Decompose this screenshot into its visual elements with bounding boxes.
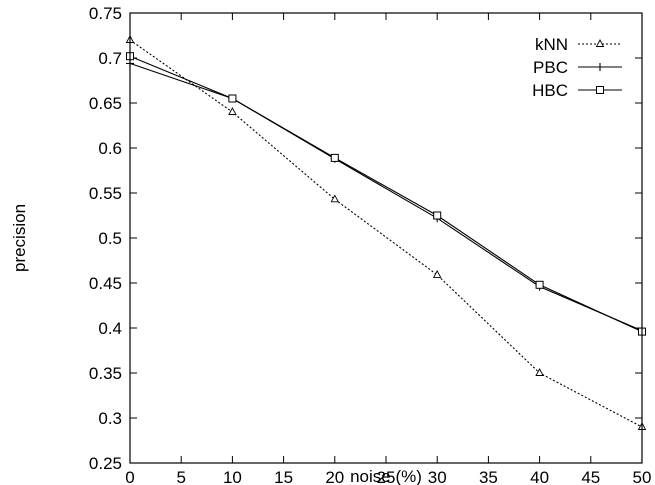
series-pbc: [126, 59, 646, 335]
y-tick-label: 0.6: [98, 139, 122, 158]
series-line-hbc: [129, 55, 643, 333]
y-tick-label: 0.4: [98, 319, 122, 338]
x-tick-label: 10: [223, 468, 242, 485]
data-point-hbc: [330, 153, 339, 162]
x-tick-label: 30: [428, 468, 447, 485]
y-tick-label: 0.55: [89, 184, 122, 203]
x-tick-label: 5: [176, 468, 185, 485]
y-tick-label: 0.35: [89, 364, 122, 383]
data-point-hbc: [433, 211, 442, 220]
data-point-hbc: [228, 94, 237, 103]
y-tick-label: 0.25: [89, 454, 122, 473]
y-tick-label: 0.5: [98, 229, 122, 248]
data-point-knn: [535, 368, 544, 376]
series-line-pbc: [129, 62, 643, 332]
y-tick-label: 0.45: [89, 274, 122, 293]
x-tick-label: 25: [377, 468, 396, 485]
legend-marker-hbc: [596, 86, 604, 94]
data-point-knn: [228, 107, 237, 115]
legend-marker-pbc: [596, 63, 604, 71]
plot-frame: [129, 12, 643, 464]
legend-label-knn: kNN: [535, 35, 568, 54]
legend: kNN PBC HBC: [532, 35, 622, 100]
data-point-hbc: [535, 280, 544, 289]
x-tick-label: 40: [530, 468, 549, 485]
legend-label-hbc: HBC: [532, 81, 568, 100]
y-tick-label: 0.65: [89, 94, 122, 113]
y-axis-title: precision: [10, 204, 29, 272]
y-tick-label: 0.3: [98, 409, 122, 428]
y-tick-label: 0.75: [89, 4, 122, 23]
x-tick-label: 50: [633, 468, 652, 485]
legend-label-pbc: PBC: [533, 58, 568, 77]
legend-marker-knn: [595, 39, 605, 47]
x-tick-label: 35: [479, 468, 498, 485]
data-point-knn: [432, 269, 442, 278]
x-axis-title: noise (%): [350, 467, 422, 485]
x-tick-label: 15: [274, 468, 293, 485]
x-tick-label: 45: [581, 468, 600, 485]
series-line-knn: [129, 39, 643, 428]
axis-ticks: 0 5 10 15 20 25 30 35 40 45 50 0.25 0.3 0.35 0.4 0.45 0.…: [89, 4, 652, 485]
x-tick-label: 0: [125, 468, 134, 485]
data-point-knn: [330, 194, 340, 203]
plot-series: [125, 35, 647, 430]
x-tick-label: 20: [325, 468, 344, 485]
y-tick-label: 0.7: [98, 49, 122, 68]
